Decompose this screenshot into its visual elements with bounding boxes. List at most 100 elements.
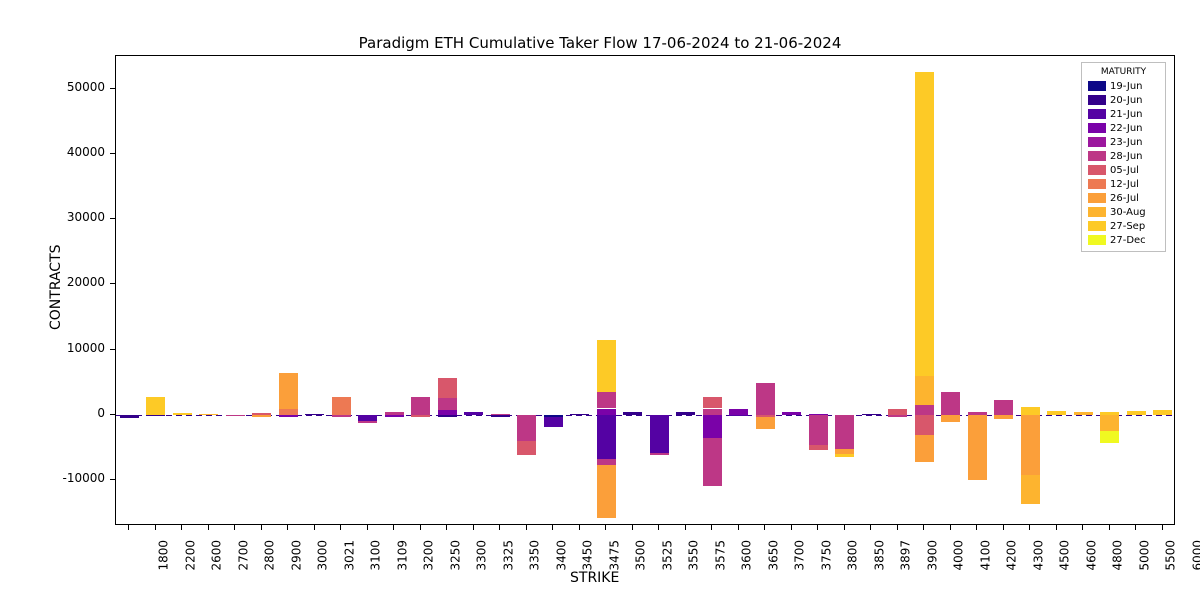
x-tick-mark bbox=[473, 525, 474, 530]
bar-segment bbox=[703, 415, 722, 438]
y-tick-mark bbox=[110, 414, 115, 415]
x-tick-label: 6000 bbox=[1190, 540, 1200, 571]
bar-segment bbox=[358, 421, 377, 423]
bar-segment bbox=[888, 409, 907, 415]
x-tick-label: 3350 bbox=[528, 540, 542, 571]
bar-segment bbox=[517, 441, 536, 455]
bar-segment bbox=[491, 415, 510, 417]
x-tick-mark bbox=[208, 525, 209, 530]
legend-label: 19-Jun bbox=[1110, 81, 1143, 92]
y-tick-mark bbox=[110, 349, 115, 350]
bar-segment bbox=[173, 413, 192, 415]
y-tick-label: 20000 bbox=[60, 275, 105, 289]
x-tick-label: 3850 bbox=[872, 540, 886, 571]
bar-segment bbox=[279, 409, 298, 415]
x-tick-mark bbox=[314, 525, 315, 530]
bar-segment bbox=[597, 409, 616, 416]
legend-swatch bbox=[1088, 137, 1106, 147]
x-tick-mark bbox=[340, 525, 341, 530]
x-tick-label: 4800 bbox=[1111, 540, 1125, 571]
bar-segment bbox=[411, 397, 430, 415]
bar-segment bbox=[703, 397, 722, 408]
legend-item: 23-Jun bbox=[1088, 135, 1159, 149]
bar-segment bbox=[305, 414, 324, 415]
bar-segment bbox=[279, 415, 298, 417]
x-tick-mark bbox=[976, 525, 977, 530]
bar-segment bbox=[729, 415, 748, 416]
x-tick-label: 4000 bbox=[952, 540, 966, 571]
bar-segment bbox=[226, 415, 245, 416]
bar-segment bbox=[464, 412, 483, 415]
x-tick-mark bbox=[499, 525, 500, 530]
bar-segment bbox=[703, 438, 722, 486]
bar-segment bbox=[1100, 412, 1119, 415]
x-tick-label: 3575 bbox=[713, 540, 727, 571]
x-tick-label: 3700 bbox=[793, 540, 807, 571]
bar-segment bbox=[835, 415, 854, 449]
x-tick-mark bbox=[791, 525, 792, 530]
legend-label: 27-Dec bbox=[1110, 235, 1146, 246]
bar-segment bbox=[146, 415, 165, 416]
bar-segment bbox=[597, 340, 616, 392]
chart-root: Paradigm ETH Cumulative Taker Flow 17-06… bbox=[0, 0, 1200, 600]
x-tick-label: 2900 bbox=[289, 540, 303, 571]
bar-segment bbox=[1074, 412, 1093, 415]
x-tick-label: 3897 bbox=[899, 540, 913, 571]
x-tick-mark bbox=[817, 525, 818, 530]
bar-segment bbox=[915, 72, 934, 376]
x-tick-mark bbox=[844, 525, 845, 530]
bar-segment bbox=[438, 398, 457, 410]
y-tick-mark bbox=[110, 218, 115, 219]
x-tick-label: 3100 bbox=[369, 540, 383, 571]
legend-label: 26-Jul bbox=[1110, 193, 1139, 204]
legend-swatch bbox=[1088, 151, 1106, 161]
bar-segment bbox=[1047, 411, 1066, 415]
x-tick-mark bbox=[393, 525, 394, 530]
x-tick-label: 4300 bbox=[1031, 540, 1045, 571]
x-tick-label: 5500 bbox=[1164, 540, 1178, 571]
bar-segment bbox=[915, 376, 934, 405]
y-tick-label: 30000 bbox=[60, 210, 105, 224]
y-tick-label: 0 bbox=[60, 406, 105, 420]
bar-segment bbox=[915, 435, 934, 462]
bar-segment bbox=[1153, 410, 1172, 415]
legend-label: 22-Jun bbox=[1110, 123, 1143, 134]
bar-segment bbox=[676, 412, 695, 415]
y-tick-mark bbox=[110, 283, 115, 284]
x-tick-label: 3900 bbox=[925, 540, 939, 571]
bar-segment bbox=[782, 412, 801, 415]
legend-item: 19-Jun bbox=[1088, 79, 1159, 93]
x-tick-label: 2200 bbox=[183, 540, 197, 571]
bar-segment bbox=[835, 454, 854, 457]
legend-swatch bbox=[1088, 221, 1106, 231]
y-tick-mark bbox=[110, 153, 115, 154]
x-tick-mark bbox=[711, 525, 712, 530]
x-tick-mark bbox=[897, 525, 898, 530]
legend-item: 20-Jun bbox=[1088, 93, 1159, 107]
bar-segment bbox=[597, 415, 616, 459]
legend-swatch bbox=[1088, 109, 1106, 119]
legend-label: 30-Aug bbox=[1110, 207, 1146, 218]
x-tick-label: 3800 bbox=[846, 540, 860, 571]
bar-segment bbox=[544, 417, 563, 427]
bar-segment bbox=[279, 373, 298, 409]
x-tick-mark bbox=[446, 525, 447, 530]
x-tick-label: 3450 bbox=[581, 540, 595, 571]
bar-segment bbox=[650, 453, 669, 456]
x-tick-label: 2600 bbox=[210, 540, 224, 571]
bar-segment bbox=[703, 409, 722, 416]
bar-segment bbox=[888, 415, 907, 417]
x-tick-mark bbox=[605, 525, 606, 530]
x-tick-label: 5000 bbox=[1137, 540, 1151, 571]
legend-label: 28-Jun bbox=[1110, 151, 1143, 162]
x-tick-mark bbox=[420, 525, 421, 530]
legend-item: 12-Jul bbox=[1088, 177, 1159, 191]
x-tick-mark bbox=[1162, 525, 1163, 530]
legend-swatch bbox=[1088, 235, 1106, 245]
legend-swatch bbox=[1088, 81, 1106, 91]
bar-segment bbox=[623, 412, 642, 415]
x-tick-label: 3750 bbox=[819, 540, 833, 571]
x-tick-mark bbox=[1003, 525, 1004, 530]
bar-segment bbox=[968, 415, 987, 480]
bar-segment bbox=[597, 465, 616, 519]
